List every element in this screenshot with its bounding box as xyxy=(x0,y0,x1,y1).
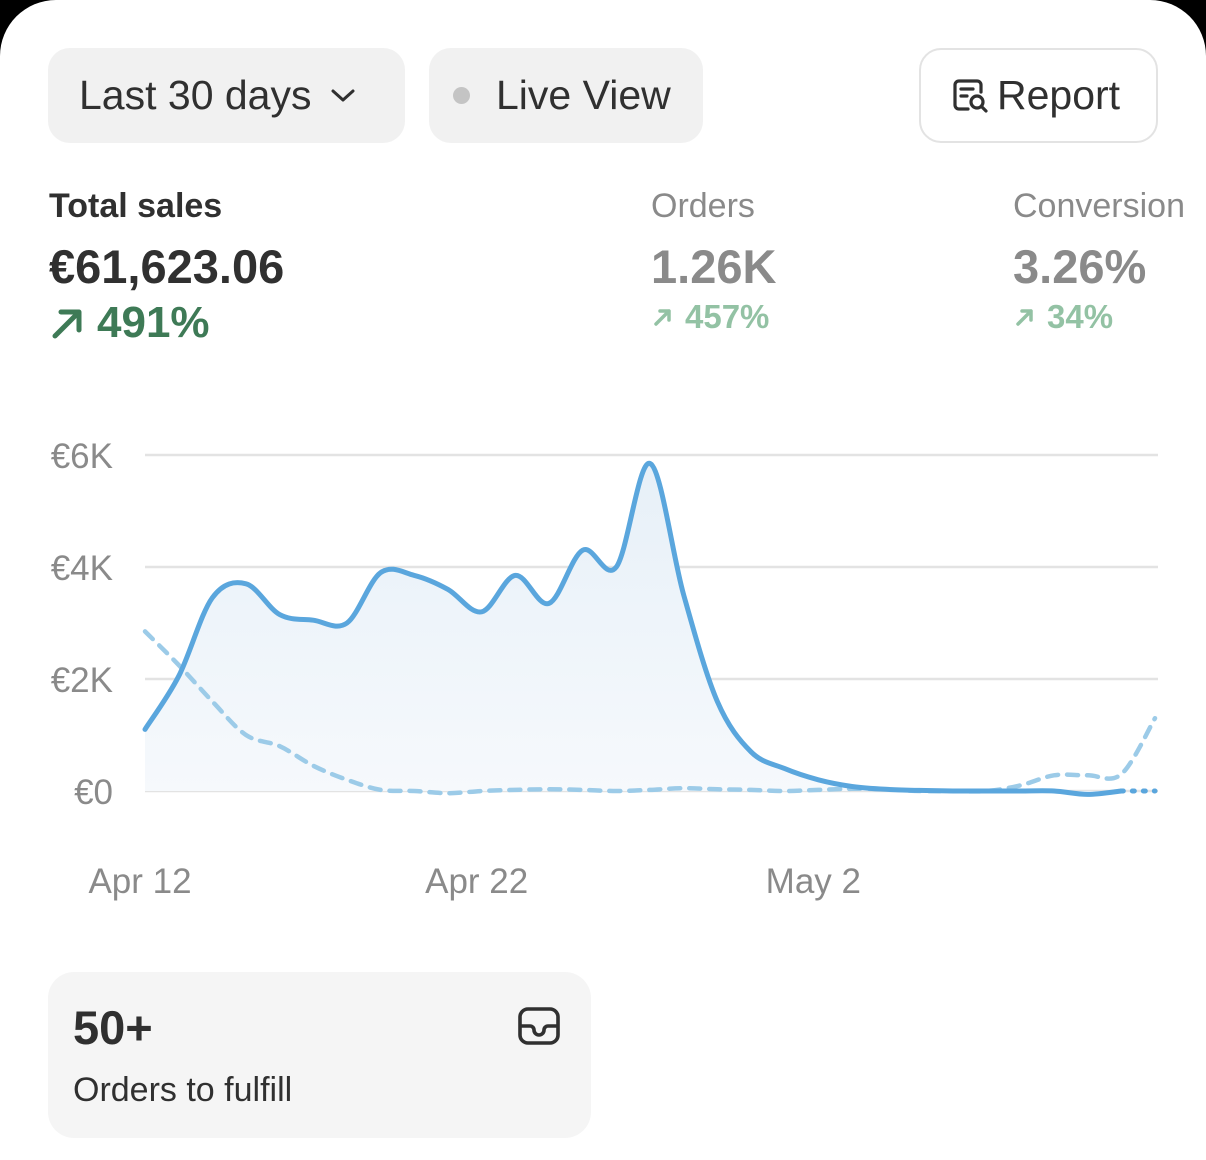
orders-to-fulfill-card[interactable]: 50+ Orders to fulfill xyxy=(48,972,591,1138)
metric-label: Orders xyxy=(651,187,755,225)
report-search-icon xyxy=(951,77,989,115)
y-tick-label: €2K xyxy=(51,661,113,700)
x-tick-label: May 2 xyxy=(766,862,861,901)
live-view-label: Live View xyxy=(496,72,671,118)
fulfill-label: Orders to fulfill xyxy=(73,1071,293,1109)
x-tick-label: Apr 12 xyxy=(88,862,191,901)
metric-change-value: 34% xyxy=(1047,298,1114,335)
metric-value: €61,623.06 xyxy=(49,240,285,293)
y-tick-label: €6K xyxy=(51,437,113,476)
y-tick-label: €4K xyxy=(51,549,113,588)
metric-label: Conversion xyxy=(1013,187,1185,225)
report-button[interactable]: Report xyxy=(919,48,1158,143)
primary-series-area xyxy=(145,463,1122,795)
report-label: Report xyxy=(997,72,1121,118)
metric-change-value: 491% xyxy=(97,298,210,347)
chevron-down-icon xyxy=(330,88,356,104)
metric-conversion[interactable]: Conversion 3.26% 34% xyxy=(1013,186,1185,336)
arrow-up-right-icon xyxy=(52,309,82,339)
live-view-button[interactable]: Live View xyxy=(429,48,703,143)
arrow-up-right-icon xyxy=(1016,309,1033,326)
date-range-label: Last 30 days xyxy=(79,72,312,118)
live-status-dot-icon xyxy=(453,87,470,104)
primary-series-line xyxy=(142,460,1124,797)
y-tick-label: €0 xyxy=(74,773,113,812)
x-tick-label: Apr 22 xyxy=(425,862,528,901)
metric-change: 34% xyxy=(1013,298,1185,336)
sales-line-chart[interactable]: €0 €2K €4K €6K Apr 12 Apr 22 May 2 xyxy=(0,420,1206,920)
metric-value: 3.26% xyxy=(1013,240,1147,293)
metric-label: Total sales xyxy=(49,187,223,225)
comparison-series-line xyxy=(142,629,1158,796)
date-range-button[interactable]: Last 30 days xyxy=(48,48,405,143)
metric-total-sales[interactable]: Total sales €61,623.06 491% xyxy=(49,186,284,348)
arrow-up-right-icon xyxy=(654,309,671,326)
inbox-icon xyxy=(518,1007,560,1045)
metric-change: 457% xyxy=(651,298,776,336)
metric-value: 1.26K xyxy=(651,240,777,293)
fulfill-count: 50+ xyxy=(73,1001,153,1054)
metric-change-value: 457% xyxy=(685,298,770,335)
metric-change: 491% xyxy=(49,298,284,348)
metric-orders[interactable]: Orders 1.26K 457% xyxy=(651,186,776,336)
